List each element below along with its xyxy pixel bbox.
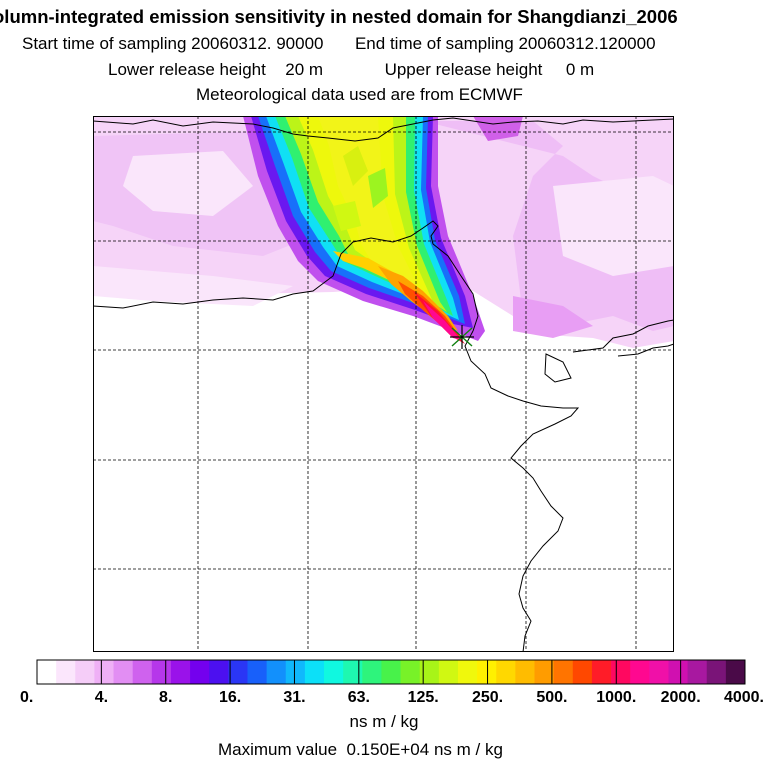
maximum-value-note: Maximum value 0.150E+04 ns m / kg	[218, 740, 503, 760]
sensitivity-plume	[243, 116, 485, 344]
legend-swatch	[381, 660, 401, 684]
legend-unit: ns m / kg	[349, 712, 419, 731]
legend-swatches	[36, 659, 746, 685]
legend-tick-label: 4000.	[724, 689, 764, 705]
legend-swatch	[515, 660, 535, 684]
legend-tick-label: 2000.	[661, 689, 701, 705]
legend-swatch	[75, 660, 95, 684]
legend-swatch	[113, 660, 134, 684]
legend-swatch	[209, 660, 229, 684]
legend-swatch	[611, 660, 631, 684]
start-time-value: 20060312. 90000	[191, 34, 324, 53]
legend-swatch	[534, 660, 555, 684]
legend-swatch	[170, 660, 191, 684]
legend-swatch	[457, 660, 478, 684]
legend-swatch	[553, 660, 574, 684]
legend-tick-label: 125.	[408, 689, 439, 705]
legend-swatch	[362, 660, 382, 684]
legend-swatch	[400, 660, 421, 684]
end-time-value: 20060312.120000	[518, 34, 656, 53]
legend-swatch	[94, 660, 114, 684]
legend-tick-label: 0.	[20, 689, 33, 705]
legend-tick-label: 500.	[536, 689, 567, 705]
maximum-value: 0.150E+04 ns m / kg	[346, 740, 503, 759]
legend-ticks: 0. 4. 8. 16. 31. 63. 125. 250. 500. 1000. 2000. 400…	[20, 660, 764, 705]
legend-swatch	[132, 660, 153, 684]
legend-tick-label: 31.	[283, 689, 305, 705]
legend-tick-label: 16.	[219, 689, 241, 705]
receptor-marker	[450, 325, 474, 349]
legend-swatch	[151, 660, 172, 684]
legend-tick-label: 250.	[472, 689, 503, 705]
legend-swatch	[304, 660, 325, 684]
emission-sensitivity-map	[93, 116, 674, 652]
upper-height-label: Upper release height	[384, 60, 543, 79]
end-time-label: End time of sampling	[354, 34, 514, 53]
legend-swatch	[56, 660, 76, 684]
color-legend: 0. 4. 8. 16. 31. 63. 125. 250. 500. 1000. 2000. 400…	[20, 659, 764, 705]
legend-swatch	[630, 660, 650, 684]
map-frame	[93, 116, 674, 652]
legend-swatch	[343, 660, 363, 684]
lower-height-value: 20 m	[285, 60, 324, 79]
met-data-note: Meteorological data used are from ECMWF	[196, 85, 523, 104]
lower-height-label: Lower release height	[108, 60, 266, 79]
legend-tick-label: 8.	[159, 689, 172, 705]
maximum-value-label: Maximum value	[218, 740, 338, 759]
legend-swatch	[591, 660, 612, 684]
legend-tick-label: 63.	[348, 689, 370, 705]
legend-swatch	[496, 660, 516, 684]
upper-height-value: 0 m	[565, 60, 595, 79]
legend-swatch	[572, 660, 593, 684]
legend-swatch	[190, 660, 210, 684]
legend-swatch	[37, 660, 57, 684]
legend-swatch	[228, 660, 248, 684]
legend-swatch	[725, 660, 746, 684]
coastlines	[93, 117, 674, 652]
legend-swatch	[247, 660, 268, 684]
map-title: olumn-integrated emission sensitivity in…	[0, 6, 678, 27]
legend-swatch	[285, 660, 306, 684]
legend-swatch	[668, 660, 688, 684]
start-time-label: Start time of sampling	[22, 34, 187, 53]
legend-swatch	[477, 660, 497, 684]
sampling-time-row: Start time of sampling 20060312. 90000 E…	[22, 34, 768, 54]
legend-swatch	[706, 660, 727, 684]
legend-swatch	[419, 660, 440, 684]
legend-tick-label: 4.	[95, 689, 108, 705]
lat-lon-grid	[93, 116, 674, 652]
release-height-row: Lower release height 20 m Upper release …	[108, 60, 768, 80]
legend-swatch	[438, 660, 459, 684]
legend-swatch	[266, 660, 287, 684]
legend-swatch	[687, 660, 708, 684]
legend-swatch	[324, 660, 344, 684]
legend-tick-label: 1000.	[596, 689, 636, 705]
legend-swatch	[649, 660, 669, 684]
